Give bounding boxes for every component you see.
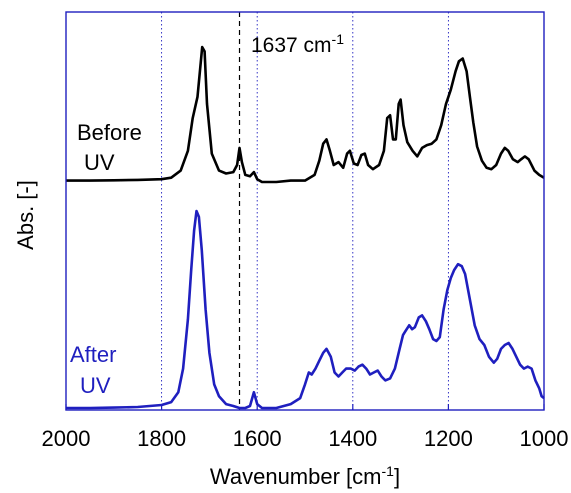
x-axis-ticks: 2000 1800 1600 1400 1200 1000: [42, 404, 569, 451]
annotation-1637-label: 1637 cm-1: [251, 31, 344, 57]
x-tick-label-1200: 1200: [424, 426, 473, 451]
x-tick-label-1000: 1000: [520, 426, 569, 451]
series-layer: [66, 45, 545, 410]
series-label-after-line1: After: [70, 342, 116, 367]
series-line-after-uv: [66, 209, 545, 410]
series-label-after-line2: UV: [80, 373, 111, 398]
x-axis-title: Wavenumber [cm-1]: [210, 463, 400, 489]
x-tick-label-1400: 1400: [328, 426, 377, 451]
y-axis-title: Abs. [-]: [13, 180, 38, 250]
x-tick-label-1600: 1600: [233, 426, 282, 451]
series-line-before-uv: [66, 45, 545, 184]
series-label-before-line2: UV: [84, 150, 115, 175]
x-tick-label-1800: 1800: [137, 426, 186, 451]
series-label-before-line1: Before: [77, 120, 142, 145]
x-tick-label-2000: 2000: [42, 426, 91, 451]
plot-frame: [65, 11, 545, 411]
